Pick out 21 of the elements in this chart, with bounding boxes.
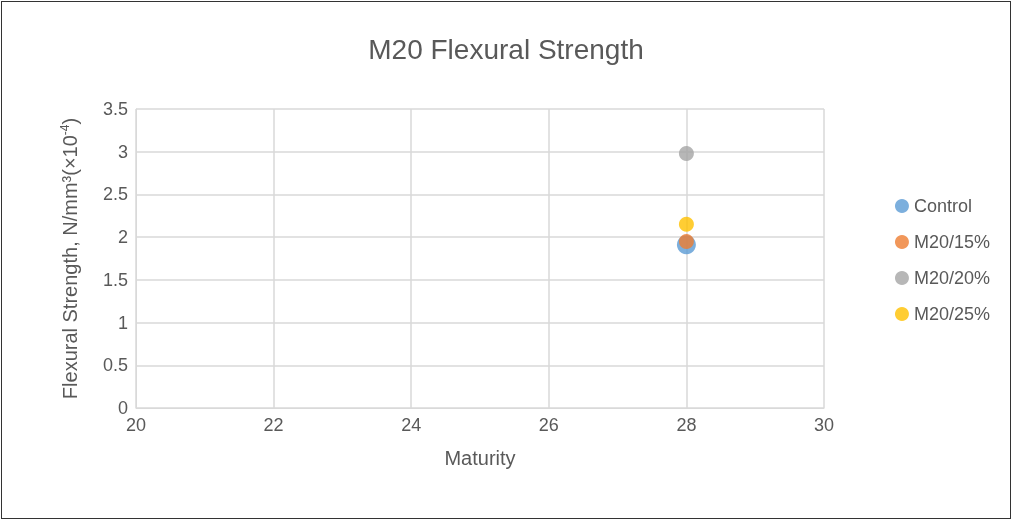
y-tick-label: 0.5 <box>102 355 128 376</box>
legend-label: M20/20% <box>913 268 990 288</box>
chart-title: M20 Flexural Strength <box>368 33 644 65</box>
y-axis-title: Flexural Strength, N/mm³(×10-4) <box>58 117 81 400</box>
x-tick-label: 30 <box>813 415 835 435</box>
x-axis-title: Maturity <box>444 447 516 469</box>
legend-label: M20/25% <box>913 304 990 324</box>
x-tick-label: 26 <box>538 415 559 435</box>
x-tick-label: 20 <box>125 415 147 435</box>
legend-label: Control <box>913 196 972 216</box>
x-tick-label: 22 <box>263 415 284 435</box>
y-tick-label: 2 <box>117 227 128 248</box>
y-tick-label: 0 <box>117 398 128 418</box>
y-tick-label: 2.5 <box>102 184 128 205</box>
y-tick-label: 3 <box>117 141 128 162</box>
y-tick-label: 1.5 <box>102 269 128 290</box>
y-tick-label: 3.5 <box>102 99 128 119</box>
legend-label: M20/15% <box>913 232 990 252</box>
y-tick-label: 1 <box>117 312 128 333</box>
x-tick-label: 28 <box>676 415 697 435</box>
x-tick-label: 24 <box>401 415 422 435</box>
